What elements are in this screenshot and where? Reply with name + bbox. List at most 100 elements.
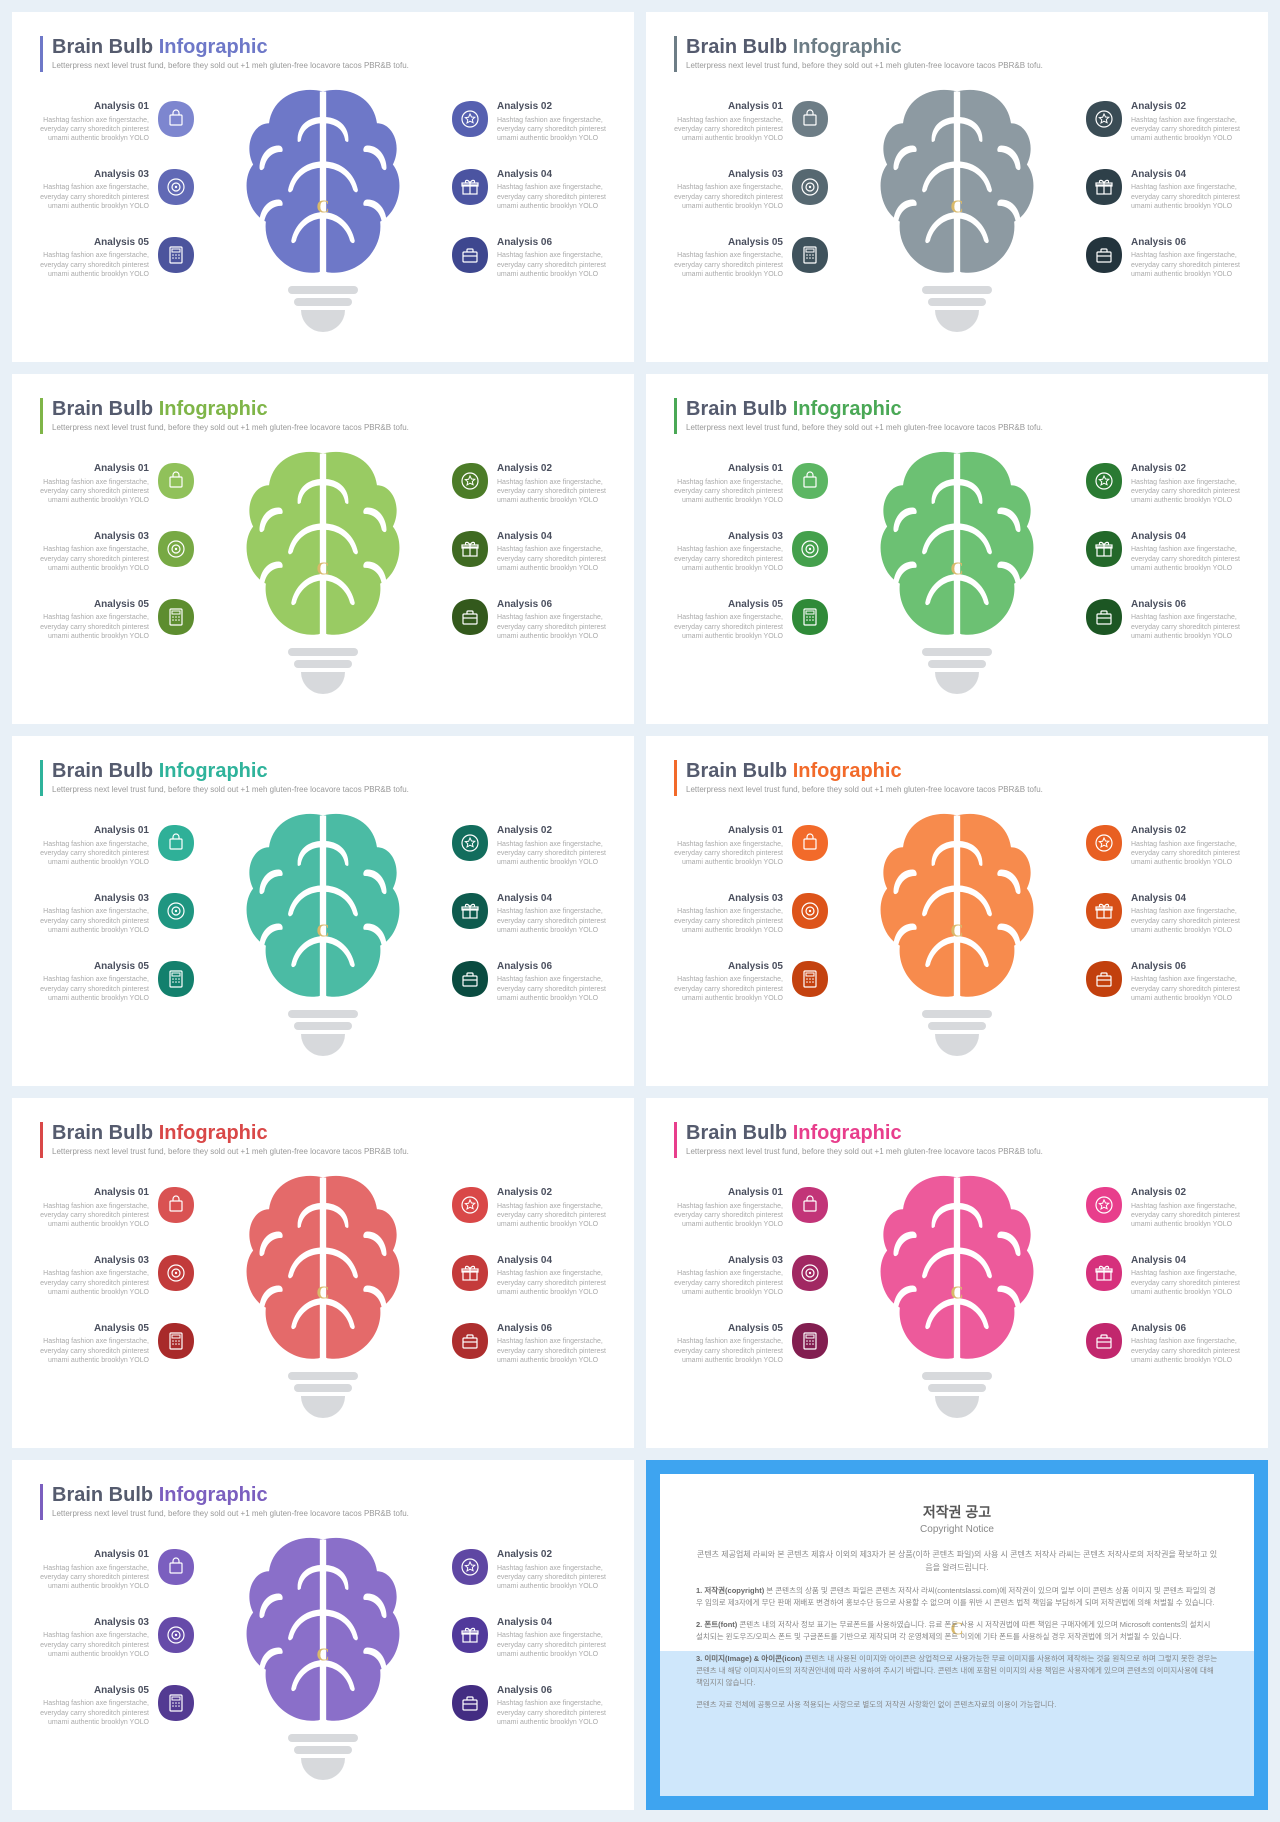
analysis-title: Analysis 01 <box>674 1186 783 1200</box>
slide-subtitle: Letterpress next level trust fund, befor… <box>686 61 1240 70</box>
analysis-item: Analysis 03 Hashtag fashion axe fingerst… <box>40 168 195 212</box>
analysis-blob <box>157 462 195 500</box>
watermark: C <box>317 1645 330 1666</box>
analysis-title: Analysis 06 <box>497 960 606 974</box>
slide-subtitle: Letterpress next level trust fund, befor… <box>52 1147 606 1156</box>
analysis-blob <box>1085 1254 1123 1292</box>
bulb-base <box>862 648 1052 694</box>
analysis-text: Analysis 05 Hashtag fashion axe fingerst… <box>674 598 783 642</box>
analysis-blob <box>157 100 195 138</box>
slide-subtitle: Letterpress next level trust fund, befor… <box>52 423 606 432</box>
analysis-blob <box>791 1186 829 1224</box>
analysis-text: Analysis 03 Hashtag fashion axe fingerst… <box>40 1254 149 1298</box>
analysis-item: Analysis 06 Hashtag fashion axe fingerst… <box>451 1684 606 1728</box>
analysis-title: Analysis 03 <box>40 1616 149 1630</box>
analysis-column-left: Analysis 01 Hashtag fashion axe fingerst… <box>40 1548 195 1727</box>
analysis-item: Analysis 05 Hashtag fashion axe fingerst… <box>40 236 195 280</box>
slide-subtitle: Letterpress next level trust fund, befor… <box>686 423 1240 432</box>
title-accent-word: Infographic <box>159 1122 268 1144</box>
analysis-blob <box>1085 824 1123 862</box>
analysis-blob <box>157 892 195 930</box>
analysis-text: Analysis 05 Hashtag fashion axe fingerst… <box>674 960 783 1004</box>
analysis-text: Analysis 04 Hashtag fashion axe fingerst… <box>497 530 606 574</box>
bulb-base <box>228 1734 418 1780</box>
analysis-blob <box>451 1548 489 1586</box>
title-accent-word: Infographic <box>159 398 268 420</box>
analysis-blob <box>157 1322 195 1360</box>
analysis-text: Analysis 05 Hashtag fashion axe fingerst… <box>40 1322 149 1366</box>
analysis-item: Analysis 01 Hashtag fashion axe fingerst… <box>674 1186 829 1230</box>
title-accent-bar <box>674 36 677 72</box>
analysis-title: Analysis 03 <box>674 168 783 182</box>
analysis-item: Analysis 03 Hashtag fashion axe fingerst… <box>40 1254 195 1298</box>
analysis-blob <box>157 1186 195 1224</box>
analysis-text: Analysis 01 Hashtag fashion axe fingerst… <box>674 100 783 144</box>
analysis-text: Analysis 05 Hashtag fashion axe fingerst… <box>674 236 783 280</box>
slide-title: Brain Bulb Infographic <box>52 1122 606 1144</box>
analysis-item: Analysis 05 Hashtag fashion axe fingerst… <box>40 960 195 1004</box>
analysis-text: Analysis 04 Hashtag fashion axe fingerst… <box>497 1254 606 1298</box>
analysis-column-right: Analysis 02 Hashtag fashion axe fingerst… <box>1085 824 1240 1003</box>
analysis-item: Analysis 01 Hashtag fashion axe fingerst… <box>40 1548 195 1592</box>
copyright-intro: 콘텐츠 제공업체 라씨와 본 콘텐츠 제휴사 이외의 제3자가 본 상품(이하 … <box>696 1549 1218 1575</box>
analysis-text: Analysis 06 Hashtag fashion axe fingerst… <box>497 1322 606 1366</box>
brain-bulb: C <box>228 1168 418 1418</box>
analysis-text: Analysis 06 Hashtag fashion axe fingerst… <box>1131 236 1240 280</box>
analysis-title: Analysis 01 <box>40 100 149 114</box>
bulb-base <box>228 648 418 694</box>
brain-bulb: C <box>862 444 1052 694</box>
analysis-text: Analysis 04 Hashtag fashion axe fingerst… <box>497 892 606 936</box>
analysis-text: Analysis 03 Hashtag fashion axe fingerst… <box>40 530 149 574</box>
bulb-base <box>862 286 1052 332</box>
analysis-text: Analysis 01 Hashtag fashion axe fingerst… <box>40 462 149 506</box>
analysis-title: Analysis 06 <box>1131 236 1240 250</box>
bulb-base <box>862 1010 1052 1056</box>
bulb-base <box>862 1372 1052 1418</box>
analysis-title: Analysis 01 <box>40 1548 149 1562</box>
analysis-blob <box>791 1254 829 1292</box>
analysis-item: Analysis 04 Hashtag fashion axe fingerst… <box>1085 530 1240 574</box>
analysis-text: Analysis 02 Hashtag fashion axe fingerst… <box>497 1548 606 1592</box>
analysis-item: Analysis 06 Hashtag fashion axe fingerst… <box>1085 1322 1240 1366</box>
analysis-column-left: Analysis 01 Hashtag fashion axe fingerst… <box>40 1186 195 1365</box>
analysis-title: Analysis 02 <box>497 100 606 114</box>
analysis-title: Analysis 04 <box>1131 168 1240 182</box>
analysis-item: Analysis 05 Hashtag fashion axe fingerst… <box>674 236 829 280</box>
analysis-item: Analysis 03 Hashtag fashion axe fingerst… <box>40 892 195 936</box>
slide-title: Brain Bulb Infographic <box>52 398 606 420</box>
analysis-item: Analysis 01 Hashtag fashion axe fingerst… <box>40 100 195 144</box>
title-accent-bar <box>674 1122 677 1158</box>
analysis-text: Analysis 05 Hashtag fashion axe fingerst… <box>40 960 149 1004</box>
analysis-title: Analysis 06 <box>1131 960 1240 974</box>
analysis-item: Analysis 04 Hashtag fashion axe fingerst… <box>1085 168 1240 212</box>
analysis-text: Analysis 03 Hashtag fashion axe fingerst… <box>40 1616 149 1660</box>
analysis-text: Analysis 02 Hashtag fashion axe fingerst… <box>497 462 606 506</box>
analysis-text: Analysis 03 Hashtag fashion axe fingerst… <box>674 168 783 212</box>
analysis-text: Analysis 01 Hashtag fashion axe fingerst… <box>674 462 783 506</box>
title-accent-word: Infographic <box>159 36 268 58</box>
infographic-slide: Brain Bulb Infographic Letterpress next … <box>646 736 1268 1086</box>
analysis-title: Analysis 04 <box>497 892 606 906</box>
title-accent-bar <box>40 398 43 434</box>
analysis-blob <box>157 1684 195 1722</box>
analysis-item: Analysis 04 Hashtag fashion axe fingerst… <box>451 1254 606 1298</box>
analysis-title: Analysis 03 <box>674 892 783 906</box>
analysis-item: Analysis 01 Hashtag fashion axe fingerst… <box>674 100 829 144</box>
copyright-section: 3. 이미지(Image) & 아이콘(icon) 콘텐츠 내 사용된 이미지와… <box>696 1653 1218 1689</box>
infographic-slide: Brain Bulb Infographic Letterpress next … <box>646 12 1268 362</box>
brain-bulb: C <box>228 806 418 1056</box>
analysis-title: Analysis 06 <box>1131 1322 1240 1336</box>
analysis-item: Analysis 06 Hashtag fashion axe fingerst… <box>451 960 606 1004</box>
analysis-title: Analysis 03 <box>674 1254 783 1268</box>
analysis-text: Analysis 04 Hashtag fashion axe fingerst… <box>1131 892 1240 936</box>
title-accent-word: Infographic <box>793 1122 902 1144</box>
analysis-item: Analysis 06 Hashtag fashion axe fingerst… <box>451 236 606 280</box>
analysis-text: Analysis 02 Hashtag fashion axe fingerst… <box>1131 1186 1240 1230</box>
title-main: Brain Bulb <box>52 36 153 58</box>
analysis-title: Analysis 04 <box>1131 1254 1240 1268</box>
analysis-text: Analysis 04 Hashtag fashion axe fingerst… <box>1131 530 1240 574</box>
title-main: Brain Bulb <box>686 760 787 782</box>
analysis-blob <box>451 824 489 862</box>
bulb-base <box>228 1010 418 1056</box>
analysis-item: Analysis 06 Hashtag fashion axe fingerst… <box>451 598 606 642</box>
